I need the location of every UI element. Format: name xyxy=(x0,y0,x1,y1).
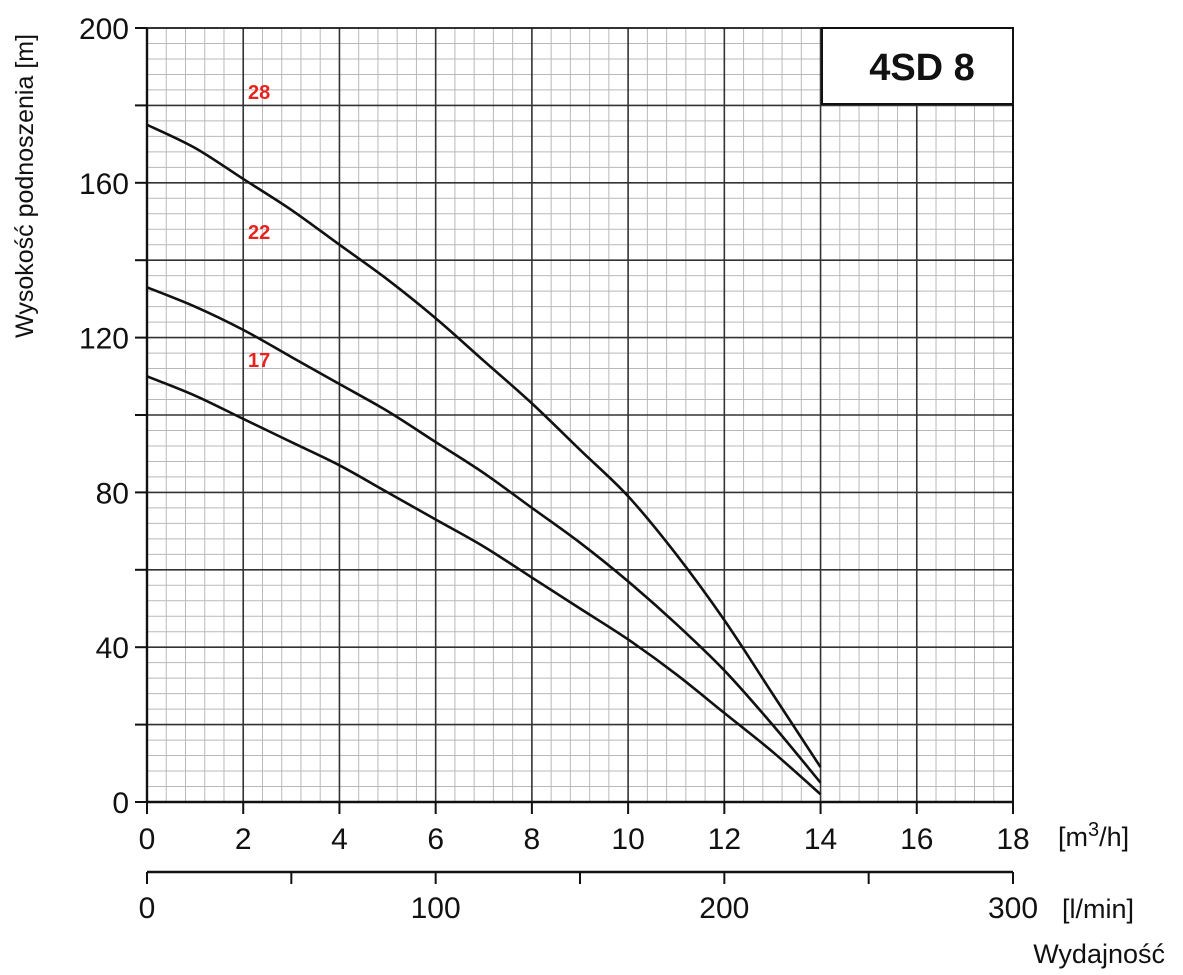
x-tick-label: 2 xyxy=(235,823,252,856)
x-tick-label: 14 xyxy=(804,823,837,856)
x-tick-label: 8 xyxy=(524,823,541,856)
x-tick-labels: 0 2 4 6 8 10 12 14 16 18 xyxy=(139,823,1030,856)
x-tick-label: 6 xyxy=(427,823,444,856)
x-unit-primary: [m3/h] xyxy=(1058,819,1129,852)
y-tick-labels: 0 40 80 120 160 200 xyxy=(79,13,129,820)
x-axis-label: Wydajność xyxy=(1033,939,1165,969)
x-tick-label: 10 xyxy=(611,823,644,856)
y-tick-label: 40 xyxy=(96,632,129,665)
y-tick-label: 200 xyxy=(79,13,129,46)
x-tick-label: 12 xyxy=(708,823,741,856)
y-tick-label: 80 xyxy=(96,477,129,510)
secondary-x-axis: 0 100 200 300 xyxy=(139,870,1038,925)
grid xyxy=(135,27,1014,814)
curve-22 xyxy=(146,286,822,784)
x-unit-secondary: [l/min] xyxy=(1062,894,1134,924)
x-unit-primary-superscript: 3 xyxy=(1088,819,1099,841)
curve-label-22: 22 xyxy=(248,222,270,244)
x-unit-primary-base: [m xyxy=(1058,822,1088,852)
curve-label-17: 17 xyxy=(248,350,270,372)
secondary-tick-label: 100 xyxy=(411,892,461,925)
x-tick-label: 4 xyxy=(331,823,348,856)
curve-label-28: 28 xyxy=(248,82,270,104)
y-tick-label: 0 xyxy=(112,787,129,820)
y-tick-label: 160 xyxy=(79,168,129,201)
secondary-tick-label: 200 xyxy=(699,892,749,925)
secondary-tick-label: 300 xyxy=(988,892,1038,925)
curves xyxy=(146,123,822,796)
x-tick-label: 18 xyxy=(996,823,1029,856)
curve-17 xyxy=(146,375,822,796)
y-axis-label: Wysokość podnoszenia [m] xyxy=(11,34,39,338)
curve-28 xyxy=(146,123,822,768)
x-tick-label: 16 xyxy=(900,823,933,856)
x-unit-primary-tail: /h] xyxy=(1099,822,1129,852)
x-tick-label: 0 xyxy=(139,823,156,856)
secondary-tick-label: 0 xyxy=(139,892,156,925)
chart-title: 4SD 8 xyxy=(869,47,975,89)
y-tick-label: 120 xyxy=(79,323,129,356)
title-box xyxy=(821,27,1014,105)
